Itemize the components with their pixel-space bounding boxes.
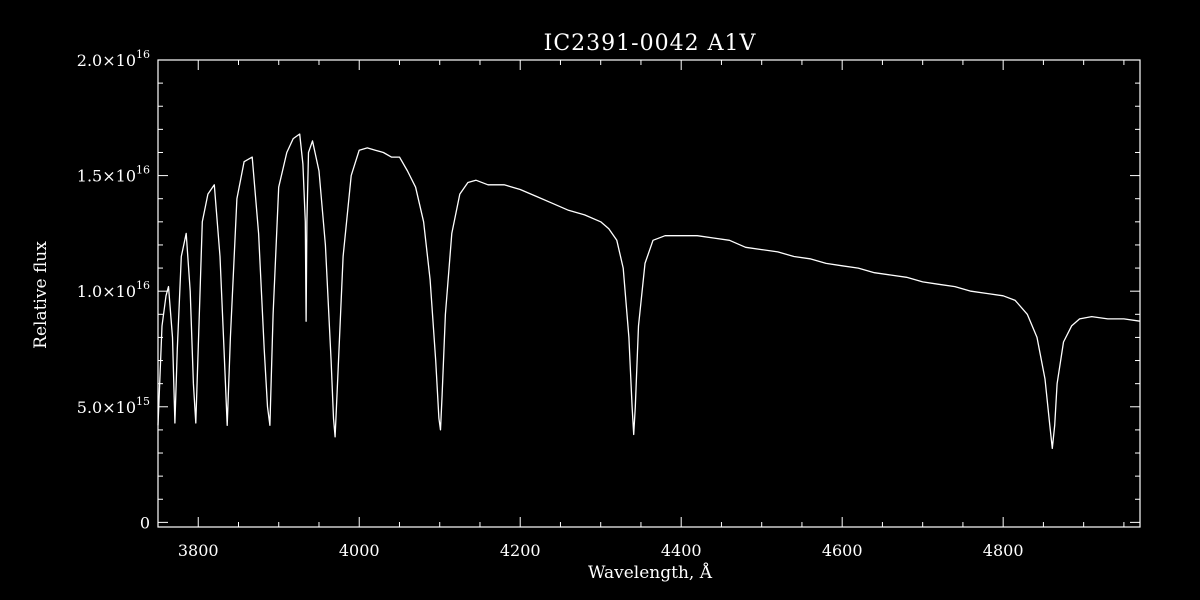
y-tick-label: 2.0×1016 xyxy=(77,48,150,70)
plot-frame xyxy=(157,59,1141,528)
y-tick-labels: 0 5.0×1015 1.0×1016 1.5×1016 2.0×1016 xyxy=(77,48,150,532)
x-tick-labels: 3800 4000 4200 4400 4600 4800 xyxy=(178,541,1024,560)
spectrum-line xyxy=(157,133,1141,450)
y-tick-label: 0 xyxy=(140,513,150,532)
x-tick-label: 4200 xyxy=(500,541,541,560)
chart-title: IC2391-0042 A1V xyxy=(544,31,757,56)
x-axis-label: Wavelength, Å xyxy=(588,562,713,583)
x-tick-label: 4000 xyxy=(339,541,380,560)
x-tick-label: 4800 xyxy=(983,541,1024,560)
y-tick-label: 5.0×1015 xyxy=(77,395,150,417)
x-tick-label: 4400 xyxy=(661,541,702,560)
x-tick-label: 4600 xyxy=(822,541,863,560)
y-axis-label: Relative flux xyxy=(31,241,51,349)
y-tick-label: 1.0×1016 xyxy=(77,279,150,301)
axis-ticks xyxy=(157,59,1140,527)
x-tick-label: 3800 xyxy=(178,541,219,560)
y-tick-label: 1.5×1016 xyxy=(77,164,150,186)
